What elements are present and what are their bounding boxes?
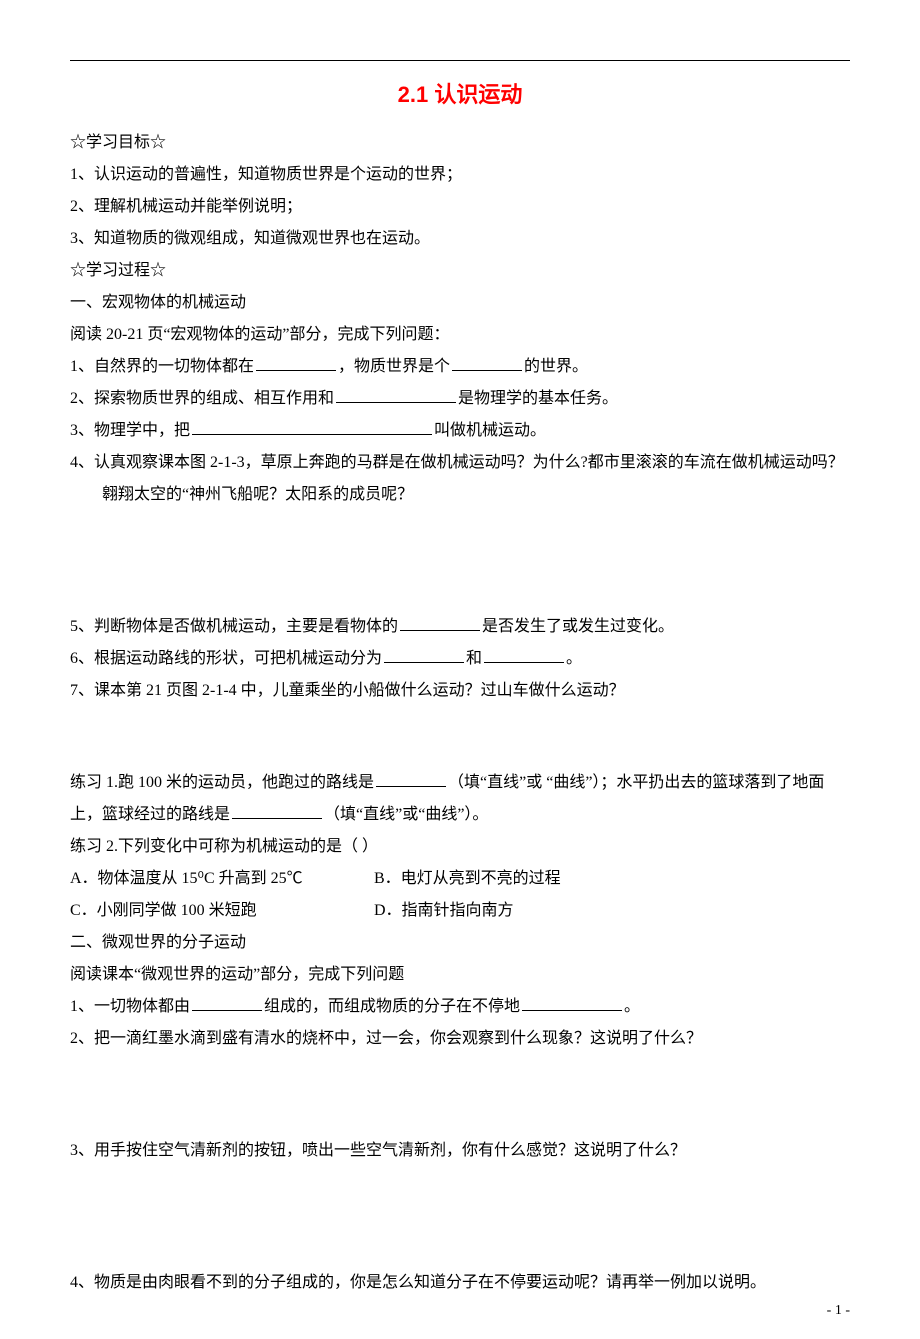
s2q1-text-b: 组成的，而组成物质的分子在不停地 (264, 998, 520, 1015)
p1-text-c: （填“直线”或“曲线”）。 (324, 806, 488, 823)
section1-q6: 6、根据运动路线的形状，可把机械运动分为 和 。 (70, 643, 850, 675)
q5-text-a: 5、判断物体是否做机械运动，主要是看物体的 (70, 618, 398, 635)
spacer (70, 707, 850, 767)
practice2: 练习 2.下列变化中可称为机械运动的是（ ） (70, 831, 850, 863)
section1-title: 一、宏观物体的机械运动 (70, 287, 850, 319)
blank (256, 354, 336, 371)
blank (522, 994, 622, 1011)
q2-text-b: 是物理学的基本任务。 (458, 390, 618, 407)
section2-title: 二、微观世界的分子运动 (70, 927, 850, 959)
section2-q3: 3、用手按住空气清新剂的按钮，喷出一些空气清新剂，你有什么感觉？这说明了什么？ (70, 1135, 850, 1167)
q1-text-b: ，物质世界是个 (338, 358, 450, 375)
blank (232, 802, 322, 819)
goal-2: 2、理解机械运动并能举例说明； (70, 191, 850, 223)
q1-text-a: 1、自然界的一切物体都在 (70, 358, 254, 375)
section1-q2: 2、探索物质世界的组成、相互作用和 是物理学的基本任务。 (70, 383, 850, 415)
blank (400, 614, 480, 631)
options-row2: C．小刚同学做 100 米短跑 D．指南针指向南方 (70, 895, 850, 927)
s2q1-text-c: 。 (624, 998, 640, 1015)
p1-text-a: 练习 1.跑 100 米的运动员，他跑过的路线是 (70, 774, 374, 791)
blank (384, 646, 464, 663)
q6-text-a: 6、根据运动路线的形状，可把机械运动分为 (70, 650, 382, 667)
blank (376, 770, 446, 787)
q6-text-c: 。 (566, 650, 582, 667)
section2-read: 阅读课本“微观世界的运动”部分，完成下列问题 (70, 959, 850, 991)
top-divider (70, 60, 850, 61)
option-c: C．小刚同学做 100 米短跑 (70, 895, 370, 927)
page-number: - 1 - (827, 1303, 850, 1319)
option-a: A．物体温度从 15⁰C 升高到 25℃ (70, 863, 370, 895)
spacer (70, 1055, 850, 1135)
goal-3: 3、知道物质的微观组成，知道微观世界也在运动。 (70, 223, 850, 255)
goals-header: ☆学习目标☆ (70, 127, 850, 159)
option-d: D．指南针指向南方 (374, 902, 514, 919)
spacer (70, 1167, 850, 1267)
section1-q5: 5、判断物体是否做机械运动，主要是看物体的 是否发生了或发生过变化。 (70, 611, 850, 643)
section2-q2: 2、把一滴红墨水滴到盛有清水的烧杯中，过一会，你会观察到什么现象？这说明了什么？ (70, 1023, 850, 1055)
practice1: 练习 1.跑 100 米的运动员，他跑过的路线是（填“直线”或 “曲线”）；水平… (70, 767, 850, 831)
q5-text-b: 是否发生了或发生过变化。 (482, 618, 674, 635)
section1-read: 阅读 20-21 页“宏观物体的运动”部分，完成下列问题： (70, 319, 850, 351)
blank (192, 994, 262, 1011)
q2-text-a: 2、探索物质世界的组成、相互作用和 (70, 390, 334, 407)
document-title: 2.1 认识运动 (70, 77, 850, 109)
q3-text-b: 叫做机械运动。 (434, 422, 546, 439)
blank (336, 386, 456, 403)
q3-text-a: 3、物理学中，把 (70, 422, 190, 439)
q1-text-c: 的世界。 (524, 358, 588, 375)
spacer (70, 511, 850, 611)
blank (484, 646, 564, 663)
options-row1: A．物体温度从 15⁰C 升高到 25℃ B．电灯从亮到不亮的过程 (70, 863, 850, 895)
section2-q4: 4、物质是由肉眼看不到的分子组成的，你是怎么知道分子在不停要运动呢？请再举一例加… (70, 1267, 850, 1299)
section1-q1: 1、自然界的一切物体都在 ，物质世界是个 的世界。 (70, 351, 850, 383)
section1-q4: 4、认真观察课本图 2-1-3，草原上奔跑的马群是在做机械运动吗？为什么?都市里… (70, 447, 850, 511)
s2q1-text-a: 1、一切物体都由 (70, 998, 190, 1015)
section1-q3: 3、物理学中，把 叫做机械运动。 (70, 415, 850, 447)
option-b: B．电灯从亮到不亮的过程 (374, 870, 561, 887)
section1-q7: 7、课本第 21 页图 2-1-4 中，儿童乘坐的小船做什么运动？过山车做什么运… (70, 675, 850, 707)
process-header: ☆学习过程☆ (70, 255, 850, 287)
goal-1: 1、认识运动的普遍性，知道物质世界是个运动的世界； (70, 159, 850, 191)
q6-text-b: 和 (466, 650, 482, 667)
section2-q1: 1、一切物体都由 组成的，而组成物质的分子在不停地 。 (70, 991, 850, 1023)
blank (192, 418, 432, 435)
blank (452, 354, 522, 371)
